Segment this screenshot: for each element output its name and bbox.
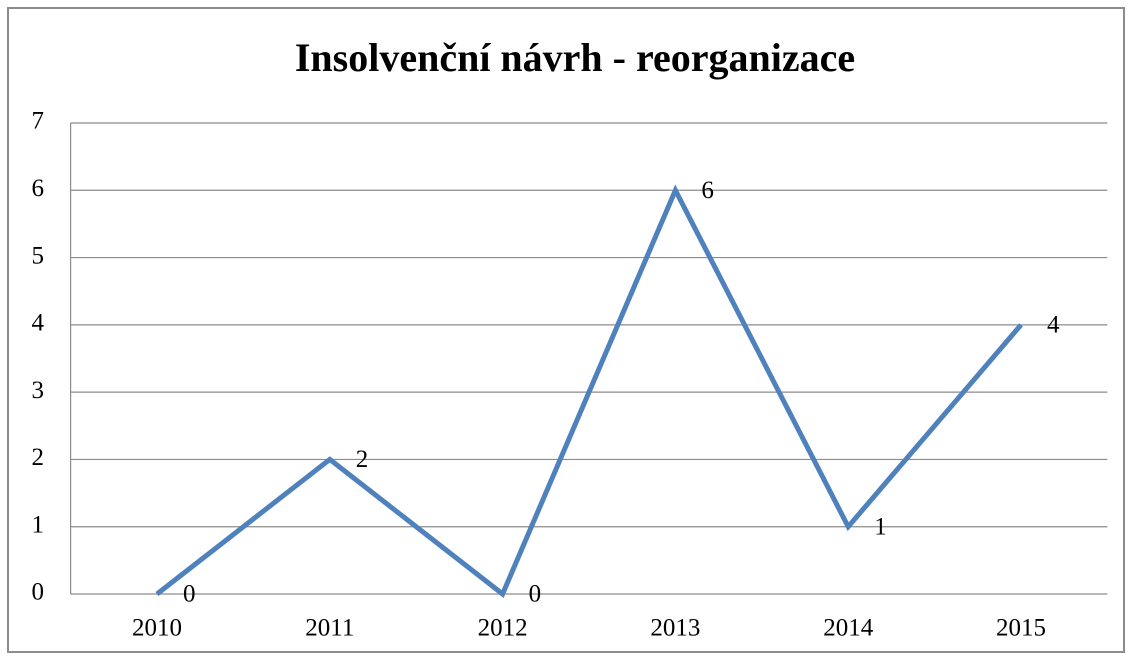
data-label: 2	[356, 446, 369, 473]
y-tick-label: 5	[32, 242, 45, 269]
data-line	[155, 184, 1023, 598]
data-label: 1	[874, 513, 887, 540]
y-tick-label: 3	[32, 377, 45, 404]
x-tick-label: 2014	[823, 615, 874, 642]
x-tick-label: 2012	[478, 615, 528, 642]
x-tick-label: 2011	[305, 615, 354, 642]
data-label: 0	[529, 581, 542, 608]
data-label: 6	[701, 177, 714, 204]
x-tick-label: 2013	[650, 615, 700, 642]
x-tick-label: 2015	[996, 615, 1046, 642]
y-tick-label: 2	[32, 444, 45, 471]
y-tick-label: 7	[32, 108, 45, 135]
y-tick-label: 4	[32, 310, 45, 337]
y-tick-label: 6	[32, 175, 45, 202]
y-tick-label: 1	[32, 511, 45, 538]
y-tick-label: 0	[32, 579, 45, 606]
x-tick-label: 2010	[132, 615, 182, 642]
chart-border	[7, 7, 1125, 653]
data-label: 4	[1047, 312, 1060, 339]
data-label: 0	[183, 581, 196, 608]
chart-title: Insolvenční návrh - reorganizace	[295, 35, 855, 80]
